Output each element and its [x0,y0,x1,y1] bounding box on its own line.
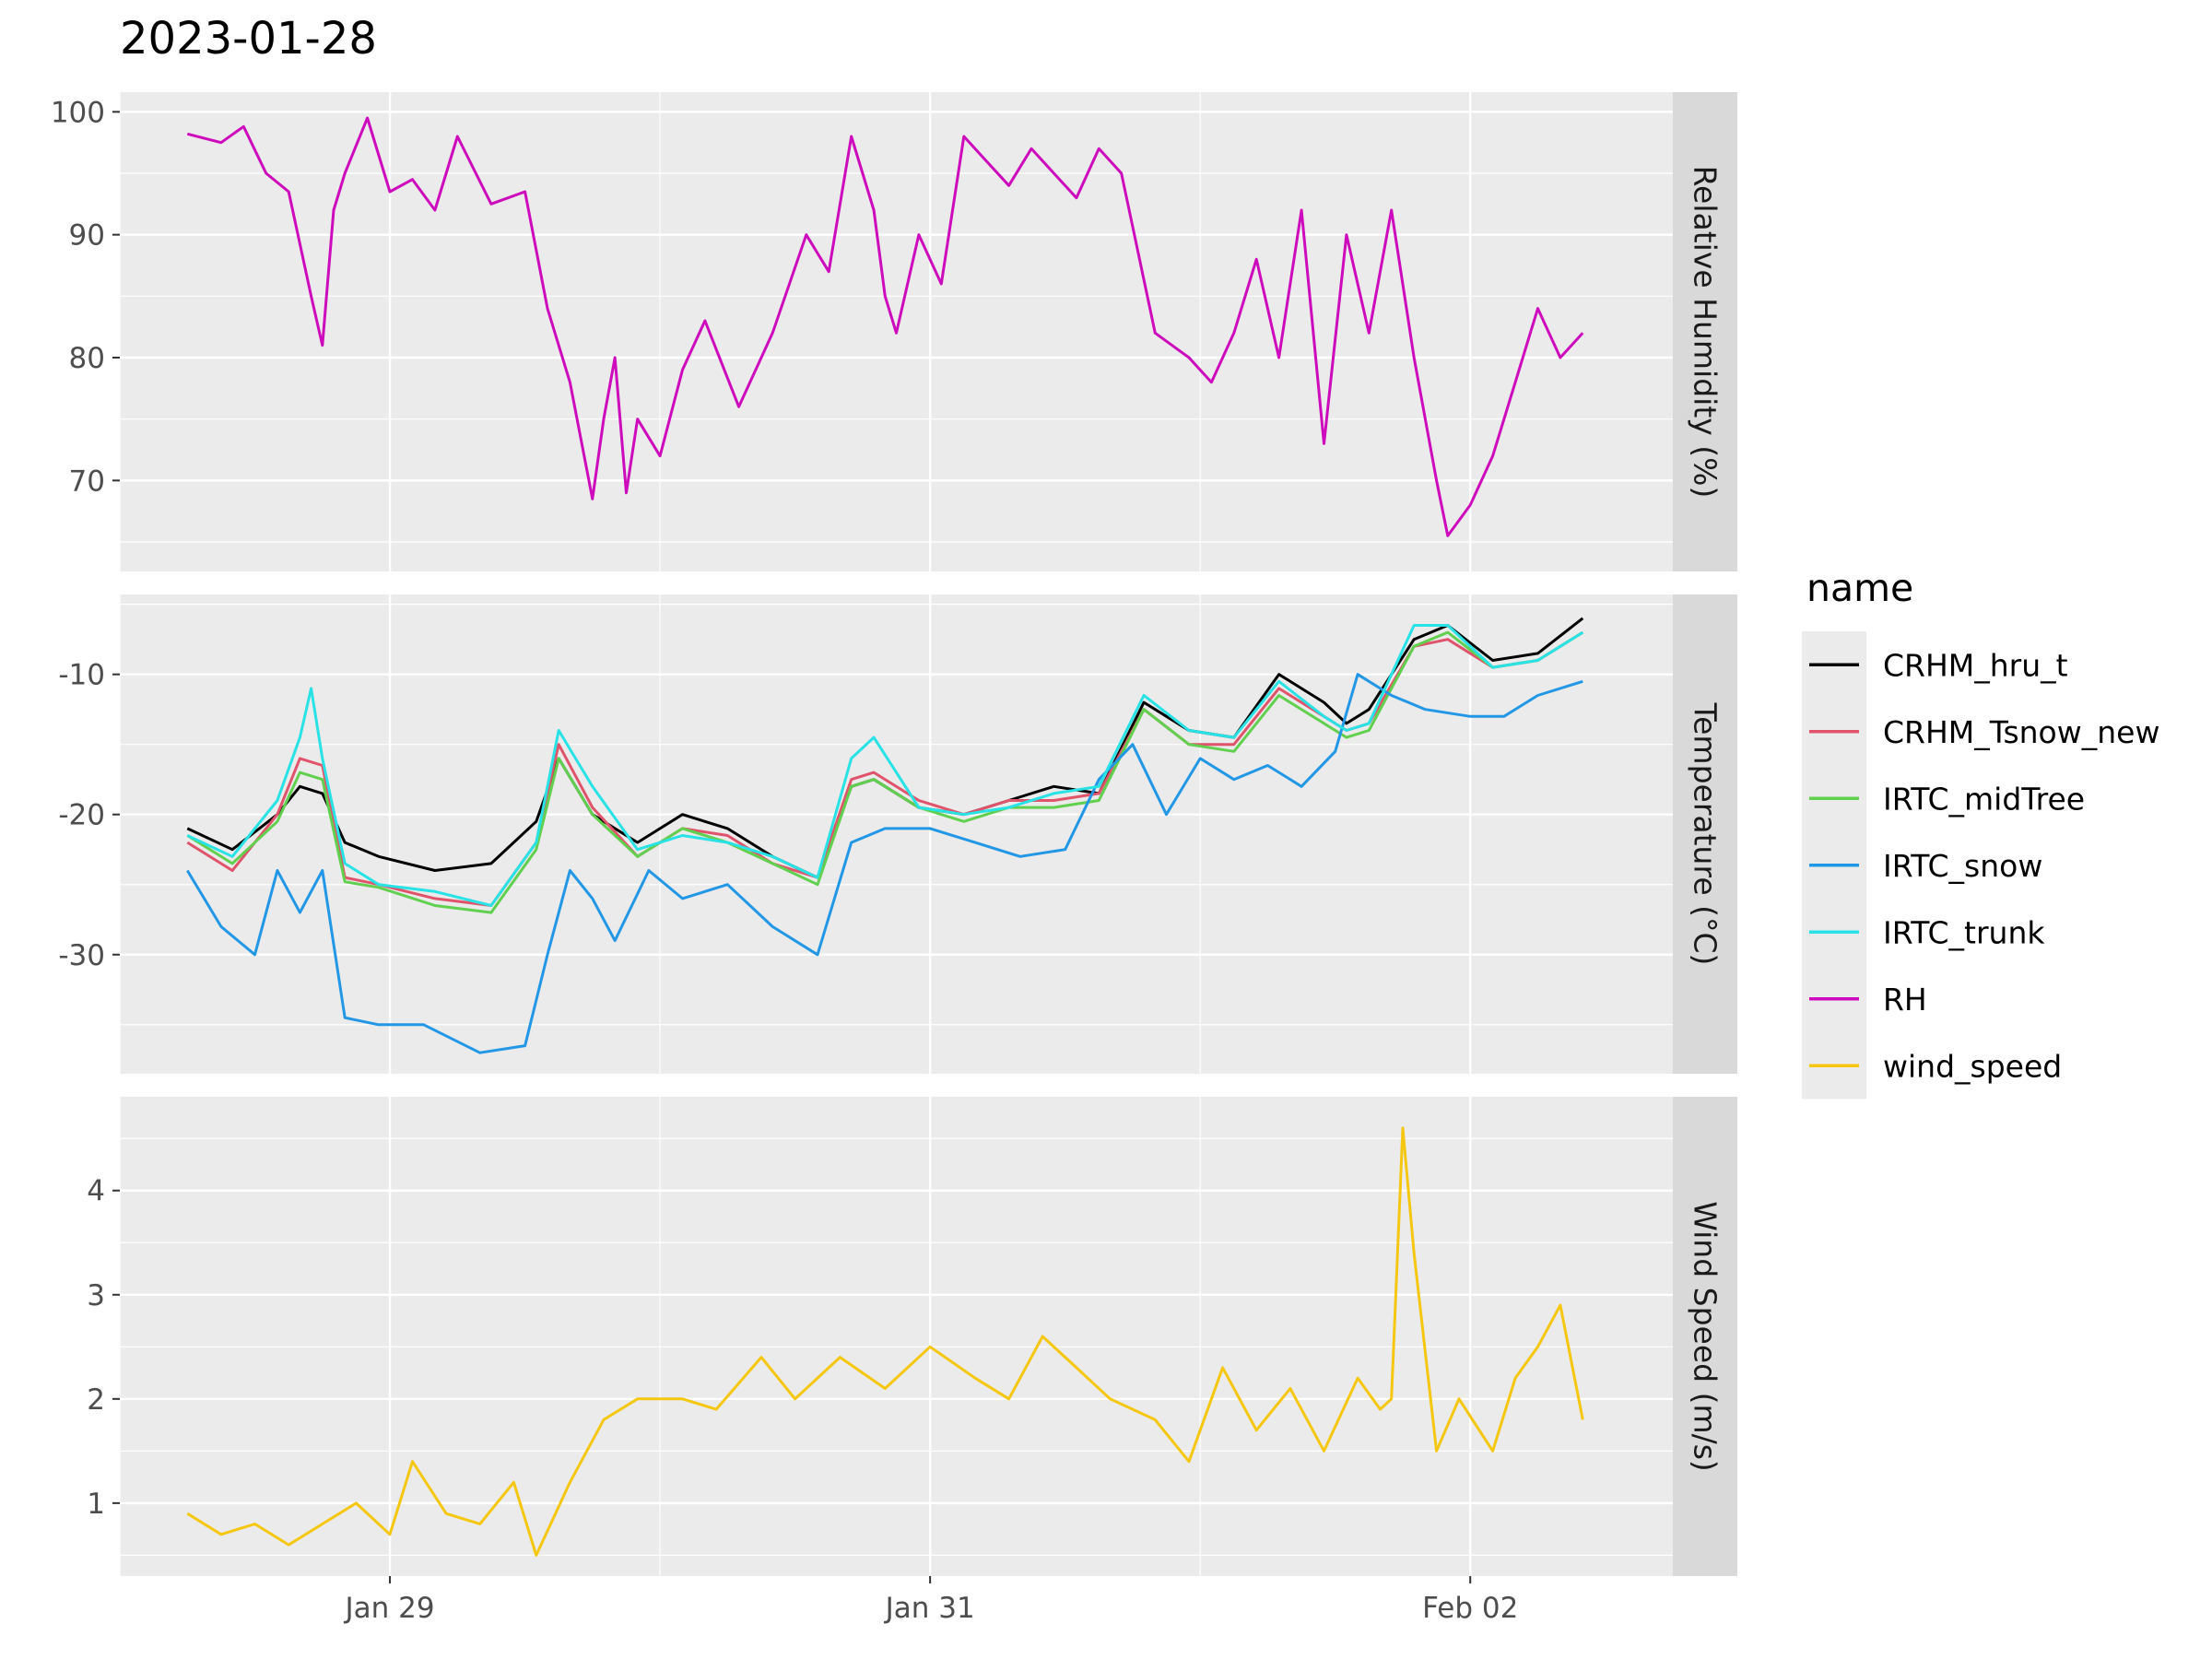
panel-temperature-c: -30 -20 -10 Temperature (°C) [58,594,1737,1074]
facet-strip-label: Wind Speed (m/s) [1688,1201,1724,1472]
x-tick-label: Jan 29 [343,1592,434,1625]
legend-item-wind-speed: wind_speed [1802,1032,2062,1100]
legend-title: name [1806,566,1913,610]
legend-label: IRTC_snow [1883,848,2042,884]
legend-item-rh: RH [1802,965,1927,1032]
series-line-wind-speed [186,1126,1584,1557]
y-tick-label: 2 [87,1383,105,1417]
y-tick-label: -10 [58,659,105,692]
legend-item-irtc-trunk: IRTC_trunk [1802,899,2045,966]
legend-label: IRTC_midTree [1883,781,2085,817]
legend: name CRHM_hru_t CRHM_Tsnow_new IRTC_midTree… [1802,566,2159,1100]
panel-wind-speed-m-s: 1 2 3 4 Wind Speed (m/s) [87,1097,1737,1576]
chart-title: 2023-01-28 [120,13,377,65]
facet-strip-label: Temperature (°C) [1688,702,1724,966]
panel-background [120,594,1673,1074]
legend-item-crhm-hru-t: CRHM_hru_t [1802,631,2068,699]
y-tick-label: 90 [69,219,105,253]
series-line-irtc-snow [186,673,1583,1054]
legend-label: CRHM_hru_t [1883,647,2068,683]
series-line-irtc-midtree [186,630,1584,914]
y-tick-label: 1 [87,1488,105,1521]
legend-label: IRTC_trunk [1883,914,2045,950]
x-tick-label: Feb 02 [1422,1592,1518,1625]
legend-item-irtc-snow: IRTC_snow [1802,831,2042,899]
facet-panels: 70 80 90 100 Relative Humidity (%) -30 -20 -10 T… [51,92,1737,1576]
legend-item-crhm-tsnow-new: CRHM_Tsnow_new [1802,698,2159,765]
y-tick-label: 4 [87,1175,105,1208]
legend-item-irtc-midtree: IRTC_midTree [1802,765,2085,832]
facet-strip-label: Relative Humidity (%) [1688,166,1724,499]
facet-strip [1673,92,1737,571]
y-tick-label: 3 [87,1279,105,1312]
y-tick-label: 100 [51,96,105,129]
legend-label: RH [1883,982,1927,1018]
panel-background [120,1097,1673,1576]
legend-label: CRHM_Tsnow_new [1883,714,2159,750]
y-tick-label: 80 [69,342,105,375]
panel-relative-humidity: 70 80 90 100 Relative Humidity (%) [51,92,1737,571]
facet-strip [1673,594,1737,1074]
facet-strip [1673,1097,1737,1576]
x-tick-label: Jan 31 [884,1592,975,1625]
legend-label: wind_speed [1883,1048,2062,1084]
y-tick-label: 70 [69,465,105,498]
y-tick-label: -30 [58,939,105,972]
x-axis: Jan 29 Jan 31 Feb 02 [343,1576,1518,1625]
series-line-rh [186,116,1584,537]
series-line-irtc-trunk [186,624,1584,907]
y-tick-label: -20 [58,799,105,832]
